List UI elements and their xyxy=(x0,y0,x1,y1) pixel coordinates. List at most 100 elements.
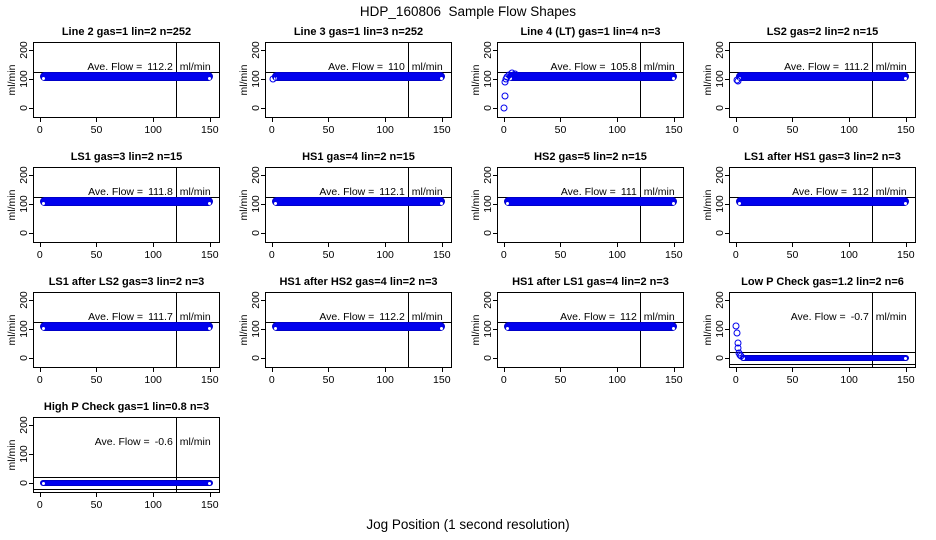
y-axis-tick xyxy=(725,328,729,330)
main-title: HDP_160806 Sample Flow Shapes xyxy=(359,4,577,19)
y-axis-unit-label: ml/min xyxy=(238,189,250,221)
x-axis-tick xyxy=(849,243,851,247)
x-tick-label: 150 xyxy=(433,374,451,386)
ave-flow-label: Ave. Flow = xyxy=(94,436,150,449)
x-axis-tick xyxy=(39,243,41,247)
ave-flow-unit: ml/min xyxy=(643,311,675,324)
x-axis-tick xyxy=(96,493,98,497)
ave-flow-annotation: Ave. Flow = 112.1 xyxy=(265,186,405,199)
x-tick-label: 150 xyxy=(665,374,683,386)
x-tick-label: 50 xyxy=(786,374,799,386)
x-axis-tick xyxy=(735,243,737,247)
y-tick-label: 100 xyxy=(482,70,494,88)
y-axis-tick xyxy=(493,50,497,52)
y-axis-tick xyxy=(261,203,265,205)
y-axis-tick xyxy=(29,357,33,359)
y-axis-unit-label: ml/min xyxy=(470,189,482,221)
y-axis-tick xyxy=(29,232,33,234)
ave-flow-label: Ave. Flow = xyxy=(792,186,848,199)
data-band xyxy=(271,321,446,331)
x-axis-tick xyxy=(271,368,273,372)
ave-flow-unit: ml/min xyxy=(643,61,675,74)
x-axis-tick xyxy=(153,368,155,372)
y-axis-tick xyxy=(725,203,729,205)
horizontal-reference-line xyxy=(730,352,915,354)
ave-flow-value: 111.7 xyxy=(148,311,173,324)
x-tick-label: 150 xyxy=(665,249,683,261)
data-point xyxy=(732,322,740,330)
y-tick-label: 0 xyxy=(18,104,30,111)
ave-flow-unit: ml/min xyxy=(179,436,211,449)
ave-flow-value: 105.8 xyxy=(610,61,637,74)
x-axis-label: Jog Position (1 second resolution) xyxy=(366,517,570,532)
x-tick-label: 50 xyxy=(786,249,799,261)
ave-flow-annotation: Ave. Flow = 105.8 xyxy=(497,61,637,73)
y-tick-label: 200 xyxy=(482,41,494,59)
x-tick-label: 100 xyxy=(144,124,162,136)
ave-flow-label: Ave. Flow = xyxy=(790,311,846,324)
horizontal-reference-line xyxy=(730,363,915,365)
x-tick-label: 0 xyxy=(268,249,275,261)
y-tick-label: 0 xyxy=(18,229,30,236)
horizontal-reference-line xyxy=(34,477,219,479)
x-axis-tick xyxy=(271,243,273,247)
y-tick-label: 100 xyxy=(482,195,494,213)
subplot-title: HS1 gas=4 lin=2 n=15 xyxy=(302,151,415,163)
subplot: LS1 after LS2 gas=3 lin=2 n=3 0 100 200 0 50 1… xyxy=(0,272,232,397)
x-axis-tick xyxy=(735,118,737,122)
x-tick-label: 0 xyxy=(268,124,275,136)
x-axis-tick xyxy=(96,243,98,247)
x-tick-label: 50 xyxy=(554,124,567,136)
x-tick-label: 0 xyxy=(500,374,507,386)
y-tick-label: 200 xyxy=(18,41,30,59)
band-end-gap xyxy=(672,201,676,205)
subplot-title: HS2 gas=5 lin=2 n=15 xyxy=(534,151,647,163)
vertical-reference-line xyxy=(871,293,873,367)
y-axis-tick xyxy=(725,232,729,234)
y-axis-tick xyxy=(261,328,265,330)
ave-flow-label: Ave. Flow = xyxy=(328,61,384,74)
y-tick-label: 100 xyxy=(714,320,726,338)
data-point xyxy=(501,92,509,100)
x-axis-tick xyxy=(735,368,737,372)
x-tick-label: 150 xyxy=(433,124,451,136)
y-tick-label: 200 xyxy=(482,166,494,184)
y-axis-tick xyxy=(493,300,497,302)
x-tick-label: 150 xyxy=(897,374,915,386)
y-tick-label: 0 xyxy=(250,354,262,361)
x-axis-tick xyxy=(617,118,619,122)
y-tick-label: 100 xyxy=(482,320,494,338)
ave-flow-value: 112.1 xyxy=(379,186,405,199)
y-axis-tick xyxy=(29,482,33,484)
x-tick-label: 0 xyxy=(36,249,43,261)
x-tick-label: 0 xyxy=(36,499,43,511)
ave-flow-label: Ave. Flow = xyxy=(88,186,144,199)
vertical-reference-line xyxy=(175,418,177,492)
x-axis-tick xyxy=(792,243,794,247)
data-band xyxy=(39,321,214,331)
x-axis-tick xyxy=(385,118,387,122)
y-axis-tick xyxy=(29,203,33,205)
y-axis-tick xyxy=(493,107,497,109)
data-point xyxy=(733,329,741,337)
x-axis-tick xyxy=(96,118,98,122)
y-axis-tick xyxy=(725,107,729,109)
y-tick-label: 0 xyxy=(714,229,726,236)
x-axis-tick xyxy=(849,368,851,372)
y-axis-tick xyxy=(493,232,497,234)
y-axis-unit-label: ml/min xyxy=(238,64,250,96)
ave-flow-value: 112.2 xyxy=(379,311,405,324)
ave-flow-annotation: Ave. Flow = -0.7 xyxy=(729,311,869,323)
y-tick-label: 200 xyxy=(18,291,30,309)
y-tick-label: 0 xyxy=(18,479,30,486)
subplot: HS1 after HS2 gas=4 lin=2 n=3 0 100 200 0 50 1… xyxy=(232,272,464,397)
x-tick-label: 50 xyxy=(554,374,567,386)
ave-flow-unit: ml/min xyxy=(875,186,907,199)
y-tick-label: 200 xyxy=(18,416,30,434)
y-axis-tick xyxy=(261,300,265,302)
subplot-title: Line 2 gas=1 lin=2 n=252 xyxy=(61,26,192,38)
band-end-gap xyxy=(904,201,908,205)
data-band xyxy=(39,71,214,81)
y-axis-tick xyxy=(261,357,265,359)
subplot: HS1 gas=4 lin=2 n=15 0 100 200 0 50 100 150 ml/m… xyxy=(232,147,464,272)
